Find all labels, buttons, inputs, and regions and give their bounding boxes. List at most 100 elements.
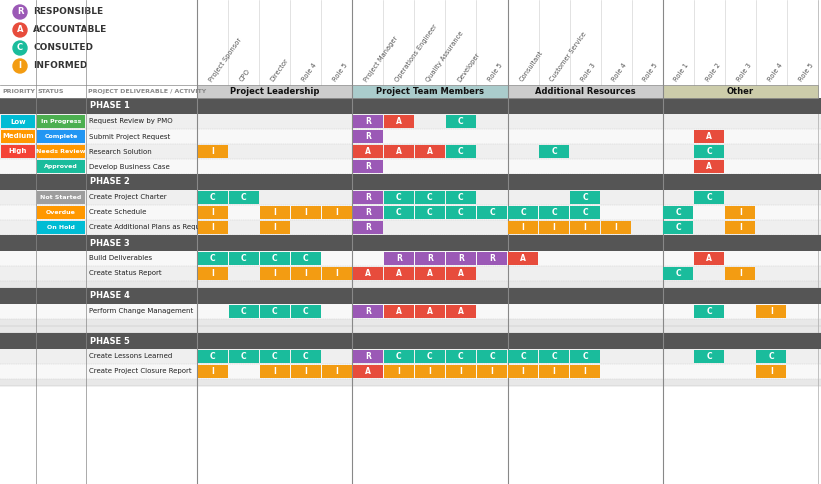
Text: I: I xyxy=(521,367,525,376)
Text: A: A xyxy=(706,254,713,263)
Bar xyxy=(601,221,631,234)
Text: I: I xyxy=(429,367,431,376)
Text: PHASE 3: PHASE 3 xyxy=(90,239,130,247)
Text: On Hold: On Hold xyxy=(47,225,75,230)
Text: C: C xyxy=(676,208,681,217)
Text: I: I xyxy=(305,269,307,278)
Bar xyxy=(539,145,569,158)
Bar xyxy=(259,350,290,363)
Text: INFORMED: INFORMED xyxy=(33,61,87,71)
Circle shape xyxy=(13,59,27,73)
Text: R: R xyxy=(365,117,371,126)
Bar xyxy=(383,305,414,318)
Text: I: I xyxy=(335,269,338,278)
Bar xyxy=(446,267,476,280)
Text: I: I xyxy=(211,223,214,232)
Text: A: A xyxy=(458,307,464,316)
Text: R: R xyxy=(458,254,464,263)
Bar xyxy=(198,206,227,219)
Bar xyxy=(259,267,290,280)
Circle shape xyxy=(13,5,27,19)
Text: C: C xyxy=(427,208,433,217)
Bar xyxy=(383,206,414,219)
Text: Role 3: Role 3 xyxy=(580,62,597,83)
Bar xyxy=(0,288,821,304)
Bar xyxy=(383,115,414,128)
Bar xyxy=(0,364,821,379)
Text: I: I xyxy=(273,367,276,376)
Bar xyxy=(291,365,321,378)
Bar xyxy=(322,206,351,219)
Bar xyxy=(37,160,85,173)
Bar xyxy=(415,206,445,219)
Text: Project Sponsor: Project Sponsor xyxy=(208,37,242,83)
Text: A: A xyxy=(706,132,713,141)
Text: C: C xyxy=(209,352,215,361)
Text: I: I xyxy=(211,147,214,156)
Text: High: High xyxy=(9,149,27,154)
Text: C: C xyxy=(209,254,215,263)
Text: I: I xyxy=(211,208,214,217)
Text: Create Lessons Learned: Create Lessons Learned xyxy=(89,353,172,360)
Bar xyxy=(1,145,35,158)
Bar xyxy=(695,252,724,265)
Text: PROJECT DELIVERABLE / ACTIVITY: PROJECT DELIVERABLE / ACTIVITY xyxy=(88,89,206,94)
Text: Create Status Report: Create Status Report xyxy=(89,271,162,276)
Text: C: C xyxy=(707,352,712,361)
Text: A: A xyxy=(427,307,433,316)
Bar xyxy=(539,350,569,363)
Bar xyxy=(477,206,507,219)
Text: Project Team Members: Project Team Members xyxy=(376,87,484,96)
Text: C: C xyxy=(303,307,309,316)
Text: Role 5: Role 5 xyxy=(642,62,659,83)
Bar xyxy=(383,365,414,378)
Text: I: I xyxy=(739,269,742,278)
Bar xyxy=(353,221,383,234)
Bar xyxy=(508,252,538,265)
Bar xyxy=(259,365,290,378)
Bar xyxy=(539,365,569,378)
Text: C: C xyxy=(458,147,464,156)
Bar xyxy=(508,221,538,234)
Bar xyxy=(353,350,383,363)
Bar xyxy=(259,221,290,234)
Text: I: I xyxy=(305,367,307,376)
Bar xyxy=(383,191,414,204)
Text: PHASE 5: PHASE 5 xyxy=(90,336,130,346)
Text: I: I xyxy=(335,208,338,217)
Text: C: C xyxy=(582,208,588,217)
Bar xyxy=(353,191,383,204)
Text: Approved: Approved xyxy=(44,164,78,169)
Text: Role 2: Role 2 xyxy=(704,62,722,83)
Text: C: C xyxy=(707,147,712,156)
Text: C: C xyxy=(489,352,495,361)
Bar xyxy=(446,115,476,128)
Bar xyxy=(37,130,85,143)
Text: C: C xyxy=(458,208,464,217)
Bar xyxy=(37,145,85,158)
Bar xyxy=(477,365,507,378)
Bar xyxy=(0,98,821,114)
Text: C: C xyxy=(427,352,433,361)
Text: Complete: Complete xyxy=(44,134,78,139)
Text: C: C xyxy=(707,307,712,316)
Bar xyxy=(663,221,693,234)
Text: C: C xyxy=(768,352,774,361)
Bar xyxy=(0,266,821,281)
Bar xyxy=(0,205,821,220)
Bar xyxy=(695,160,724,173)
Text: A: A xyxy=(427,147,433,156)
Bar xyxy=(352,85,507,98)
Text: Not Started: Not Started xyxy=(40,195,81,200)
Text: I: I xyxy=(770,307,773,316)
Text: In Progress: In Progress xyxy=(41,119,81,124)
Text: I: I xyxy=(770,367,773,376)
Bar xyxy=(0,379,821,386)
Text: Project Leadership: Project Leadership xyxy=(230,87,319,96)
Text: I: I xyxy=(273,269,276,278)
Bar xyxy=(0,159,821,174)
Text: Submit Project Request: Submit Project Request xyxy=(89,134,170,139)
Text: Role 4: Role 4 xyxy=(767,62,783,83)
Bar xyxy=(446,145,476,158)
Text: C: C xyxy=(707,193,712,202)
